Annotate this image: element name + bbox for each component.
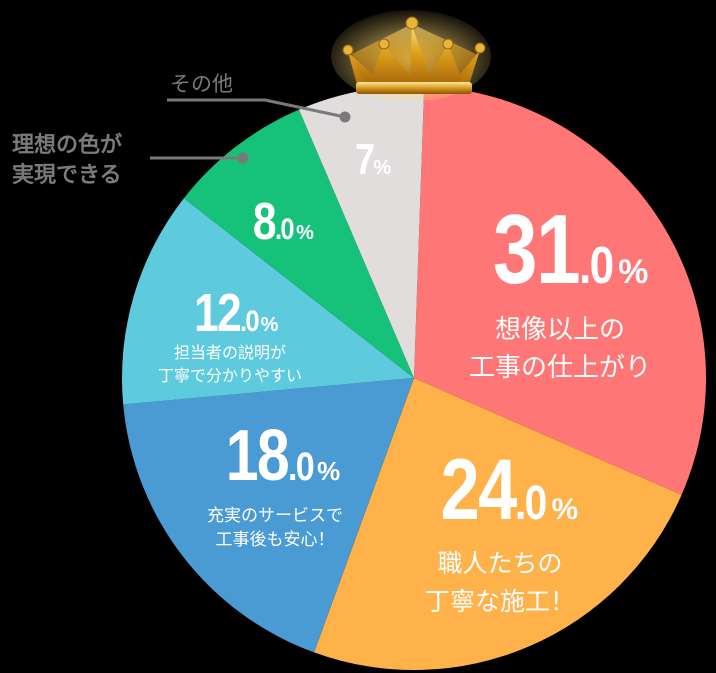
slice-desc-line: 想像以上の (494, 314, 625, 344)
outer-label-line: 実現できる (12, 162, 122, 187)
slice-value-dec: .0 (578, 237, 614, 295)
slice-value-int: 8 (252, 193, 277, 251)
percent-sign: % (260, 314, 279, 336)
slice-value-int: 24 (440, 442, 517, 538)
pie-slice-4 (183, 109, 414, 378)
leader-line-other (167, 98, 346, 119)
percent-sign: % (373, 157, 391, 179)
slice-label-18: 18.0% 充実のサービスで 工事後も安心！ (180, 420, 370, 552)
slice-value-dec: .0 (239, 305, 260, 338)
slice-desc-line: 充実のサービスで (207, 506, 343, 525)
slice-desc-line: 工事の仕上がり (468, 352, 651, 382)
slice-value-int: 12 (193, 283, 242, 343)
pie-slices (122, 86, 707, 670)
outer-label-ideal-color: 理想の色が 実現できる (12, 130, 122, 190)
slice-value-int: 31 (492, 194, 581, 304)
slice-desc-line: 担当者の説明が (173, 345, 286, 362)
leader-dot-other (339, 111, 351, 123)
leader-dot-ideal-color (237, 152, 249, 164)
slice-desc-line: 職人たちの (437, 550, 563, 578)
slice-desc-line: 丁寧で分かりやすい (157, 368, 302, 385)
pie-slice-5 (298, 86, 425, 379)
percent-sign: % (296, 222, 314, 244)
pie-slice-0 (414, 86, 707, 495)
percent-sign: % (551, 493, 579, 526)
slice-value-int: 18 (225, 416, 289, 496)
outer-label-line: 理想の色が (12, 132, 123, 157)
crown-icon (331, 10, 491, 100)
slice-value-dec: .0 (515, 477, 547, 530)
slice-label-24: 24.0% 職人たちの 丁寧な施工！ (380, 447, 620, 621)
pie-slice-2 (123, 378, 415, 653)
slice-desc-line: 工事後も安心！ (215, 530, 335, 549)
pie-slice-1 (314, 378, 682, 670)
percent-sign: % (618, 253, 648, 291)
slice-label-7: 7% (330, 138, 410, 182)
slice-desc-line: 丁寧な施工！ (424, 588, 575, 616)
percent-sign: % (317, 456, 340, 486)
pie-slice-3 (122, 198, 415, 405)
slice-label-8: 8.0% (225, 196, 335, 248)
outer-label-other: その他 (170, 73, 233, 96)
slice-value-dec: .0 (275, 213, 295, 246)
slice-label-12: 12.0% 担当者の説明が 丁寧で分かりやすい (140, 286, 320, 388)
slice-value-dec: .0 (287, 445, 315, 489)
slice-label-31: 31.0% 想像以上の 工事の仕上がり (440, 200, 680, 386)
slice-value-int: 7 (354, 135, 375, 184)
